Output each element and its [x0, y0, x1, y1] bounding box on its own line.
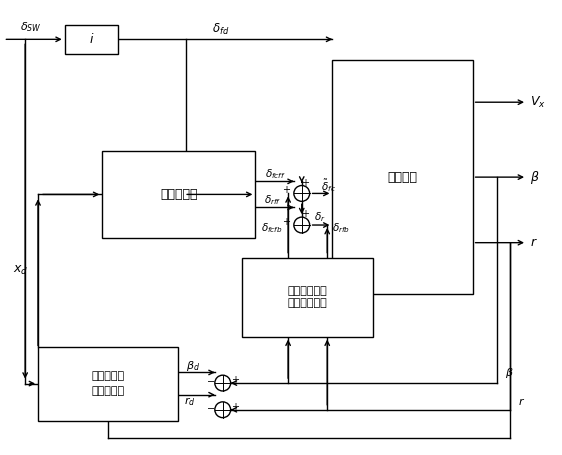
Text: 线性二次型微: 线性二次型微 — [288, 286, 328, 296]
Text: +: + — [230, 375, 239, 385]
Text: $\delta_{fd}$: $\delta_{fd}$ — [212, 22, 229, 37]
Bar — [332, 60, 473, 294]
Text: +: + — [301, 209, 309, 219]
Text: $i$: $i$ — [89, 32, 94, 46]
Text: $\delta_r$: $\delta_r$ — [314, 210, 325, 224]
Text: $r$: $r$ — [518, 396, 525, 407]
Text: +: + — [301, 177, 309, 187]
Bar — [102, 151, 255, 238]
Text: $r$: $r$ — [530, 236, 538, 249]
Text: +: + — [282, 217, 290, 227]
Circle shape — [294, 186, 310, 201]
Text: 理想转向状: 理想转向状 — [92, 371, 125, 381]
Text: $\beta$: $\beta$ — [530, 169, 540, 186]
Bar — [242, 258, 373, 337]
Text: +: + — [282, 186, 290, 196]
Text: +: + — [230, 402, 239, 412]
Circle shape — [215, 402, 230, 418]
Text: $\delta_{rff}$: $\delta_{rff}$ — [264, 194, 282, 207]
Text: $V_x$: $V_x$ — [530, 95, 546, 110]
Text: 前馈控制器: 前馈控制器 — [160, 188, 197, 201]
Text: $\delta_{SW}$: $\delta_{SW}$ — [20, 20, 42, 35]
Text: $-$: $-$ — [206, 402, 215, 412]
Circle shape — [294, 217, 310, 233]
Text: 分博弈控制器: 分博弈控制器 — [288, 298, 328, 308]
Text: 被控车辆: 被控车辆 — [387, 171, 418, 184]
Bar — [38, 347, 178, 420]
Text: $x_d$: $x_d$ — [13, 264, 28, 277]
Text: $\tilde{\delta}_{fc}$: $\tilde{\delta}_{fc}$ — [321, 177, 337, 194]
Text: 态计算装置: 态计算装置 — [92, 386, 125, 396]
Bar — [65, 25, 118, 54]
Text: $\beta_d$: $\beta_d$ — [186, 359, 200, 373]
Text: $\delta_{rfb}$: $\delta_{rfb}$ — [332, 221, 350, 235]
Text: $\beta$: $\beta$ — [505, 366, 514, 380]
Text: $\delta_{fcfb}$: $\delta_{fcfb}$ — [261, 221, 283, 235]
Text: $-$: $-$ — [206, 375, 215, 385]
Circle shape — [215, 375, 230, 391]
Text: $\delta_{fcff}$: $\delta_{fcff}$ — [265, 167, 285, 182]
Text: $r_d$: $r_d$ — [184, 395, 196, 408]
